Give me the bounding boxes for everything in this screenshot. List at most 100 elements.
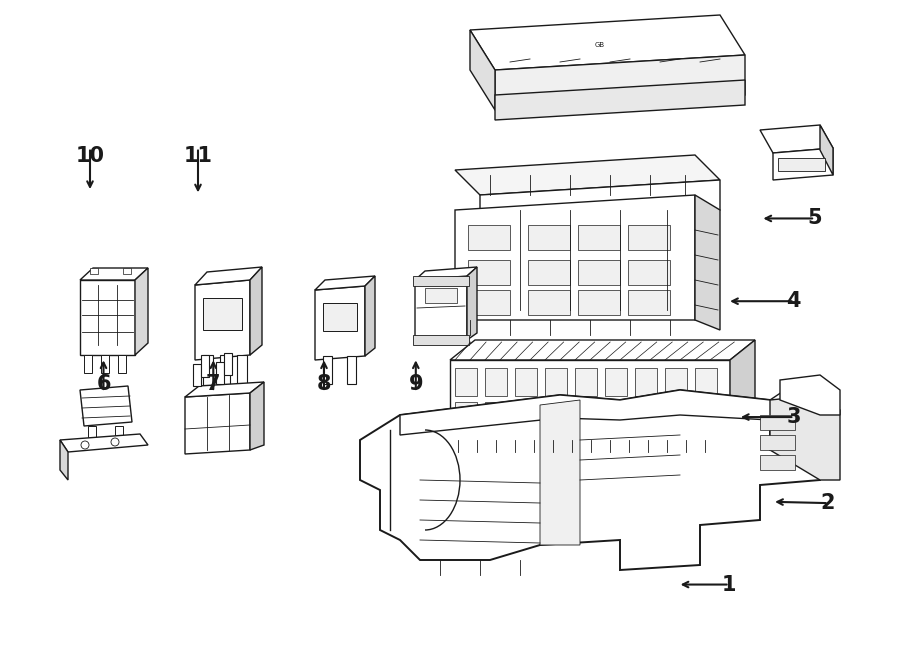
- Polygon shape: [450, 360, 730, 440]
- Polygon shape: [365, 276, 375, 356]
- Bar: [515, 368, 537, 396]
- Polygon shape: [495, 55, 745, 110]
- Bar: [118, 355, 126, 373]
- Polygon shape: [415, 267, 477, 280]
- Circle shape: [111, 438, 119, 446]
- Bar: [575, 368, 597, 396]
- Polygon shape: [760, 125, 833, 153]
- Bar: [578, 260, 620, 285]
- Bar: [778, 158, 825, 171]
- Polygon shape: [250, 382, 264, 450]
- Bar: [224, 353, 232, 375]
- Bar: [468, 225, 510, 250]
- Bar: [665, 368, 687, 396]
- Bar: [193, 364, 201, 386]
- Circle shape: [81, 441, 89, 449]
- Polygon shape: [770, 395, 840, 480]
- Bar: [695, 368, 717, 396]
- Polygon shape: [695, 195, 720, 330]
- Text: 9: 9: [409, 374, 423, 394]
- Bar: [88, 426, 96, 441]
- Bar: [203, 355, 213, 385]
- Bar: [528, 290, 570, 315]
- Bar: [528, 260, 570, 285]
- Polygon shape: [773, 148, 833, 180]
- Bar: [635, 402, 657, 430]
- Bar: [665, 402, 687, 430]
- Polygon shape: [80, 280, 135, 355]
- Bar: [90, 268, 98, 274]
- Bar: [760, 455, 795, 470]
- Bar: [760, 415, 795, 430]
- Text: 5: 5: [807, 209, 822, 228]
- Bar: [628, 260, 670, 285]
- Polygon shape: [470, 15, 745, 70]
- Bar: [455, 368, 477, 396]
- Bar: [84, 355, 92, 373]
- Polygon shape: [470, 30, 495, 110]
- Text: GB: GB: [595, 42, 605, 48]
- Text: 8: 8: [317, 374, 331, 394]
- Bar: [635, 368, 657, 396]
- Bar: [201, 355, 209, 377]
- Bar: [578, 225, 620, 250]
- Text: 11: 11: [184, 146, 212, 166]
- Text: 6: 6: [96, 374, 111, 394]
- Bar: [237, 355, 247, 385]
- Bar: [575, 402, 597, 430]
- Text: 2: 2: [821, 493, 835, 513]
- Bar: [760, 435, 795, 450]
- Bar: [203, 298, 242, 330]
- Polygon shape: [60, 434, 148, 452]
- Bar: [413, 276, 469, 286]
- Polygon shape: [315, 286, 365, 360]
- Bar: [485, 402, 507, 430]
- Bar: [578, 290, 620, 315]
- Bar: [628, 290, 670, 315]
- Bar: [605, 368, 627, 396]
- Text: 1: 1: [722, 575, 736, 594]
- Polygon shape: [80, 386, 132, 426]
- Bar: [216, 362, 224, 384]
- Text: 7: 7: [206, 374, 220, 394]
- Bar: [515, 402, 537, 430]
- Polygon shape: [135, 268, 148, 355]
- Polygon shape: [450, 340, 755, 360]
- Bar: [468, 260, 510, 285]
- Polygon shape: [455, 195, 695, 320]
- Text: 4: 4: [787, 291, 801, 311]
- Bar: [545, 368, 567, 396]
- Bar: [347, 356, 356, 384]
- Polygon shape: [60, 440, 68, 480]
- Text: 10: 10: [76, 146, 104, 166]
- Bar: [425, 288, 457, 303]
- Bar: [628, 225, 670, 250]
- Bar: [485, 368, 507, 396]
- Bar: [101, 355, 109, 373]
- Polygon shape: [185, 393, 250, 454]
- Bar: [323, 356, 332, 384]
- Polygon shape: [80, 268, 148, 280]
- Bar: [545, 402, 567, 430]
- Bar: [695, 402, 717, 430]
- Polygon shape: [360, 390, 820, 570]
- Polygon shape: [495, 80, 745, 120]
- Polygon shape: [195, 280, 250, 360]
- Bar: [115, 426, 123, 441]
- Bar: [323, 303, 357, 331]
- Polygon shape: [185, 382, 264, 397]
- Polygon shape: [730, 340, 755, 440]
- Bar: [413, 335, 469, 345]
- Polygon shape: [455, 155, 720, 195]
- Bar: [220, 355, 230, 385]
- Polygon shape: [195, 267, 262, 285]
- Polygon shape: [480, 180, 720, 225]
- Polygon shape: [315, 276, 375, 290]
- Bar: [528, 225, 570, 250]
- Bar: [468, 290, 510, 315]
- Bar: [455, 402, 477, 430]
- Polygon shape: [400, 380, 800, 435]
- Polygon shape: [540, 400, 580, 545]
- Polygon shape: [820, 125, 833, 175]
- Polygon shape: [415, 276, 467, 344]
